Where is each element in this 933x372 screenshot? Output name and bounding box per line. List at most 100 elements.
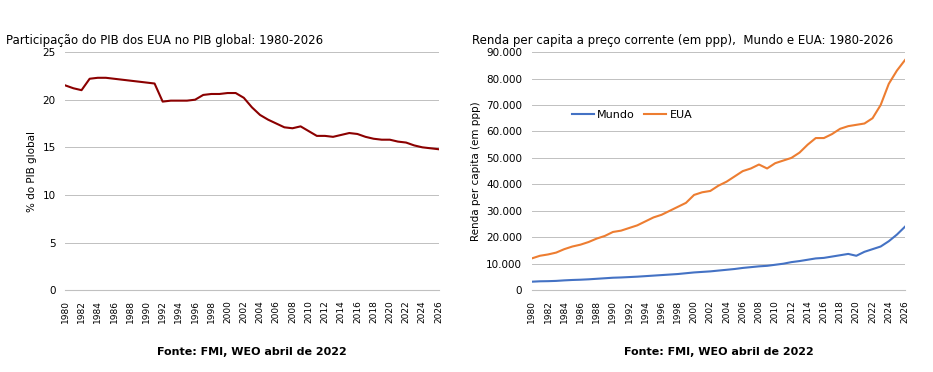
Mundo [680,271,691,275]
Mundo [607,276,619,280]
Mundo [827,254,838,259]
Mundo [623,275,634,279]
EUA [599,234,610,238]
EUA [616,228,627,233]
Mundo [648,273,659,278]
Mundo [729,267,740,271]
Mundo [575,278,586,282]
EUA [729,174,740,179]
EUA [623,226,634,230]
Line: EUA: EUA [532,60,905,259]
EUA [673,205,684,209]
EUA [737,169,748,173]
Mundo [875,244,886,249]
Mundo [689,270,700,275]
Mundo [761,264,773,268]
Mundo [859,250,870,254]
Y-axis label: Renda per capita (em ppp): Renda per capita (em ppp) [470,101,480,241]
Mundo [664,272,675,277]
EUA [575,243,586,247]
Mundo [704,269,716,274]
Mundo [535,279,546,283]
EUA [689,193,700,197]
Mundo [770,263,781,267]
Mundo [542,279,553,283]
EUA [697,190,708,195]
Text: Fonte: FMI, WEO abril de 2022: Fonte: FMI, WEO abril de 2022 [157,347,347,357]
Mundo [834,253,845,257]
EUA [794,150,805,155]
Mundo [616,275,627,280]
EUA [851,123,862,127]
Mundo [786,260,797,264]
Line: Mundo: Mundo [532,227,905,282]
EUA [753,162,764,167]
Mundo [899,224,911,229]
EUA [810,136,821,140]
EUA [786,155,797,160]
Mundo [583,277,594,282]
Mundo [802,257,814,262]
EUA [713,183,724,188]
Mundo [884,239,895,243]
Mundo [656,273,667,277]
EUA [583,240,594,244]
Mundo [592,276,603,281]
EUA [550,250,562,255]
EUA [778,158,789,163]
Mundo [673,272,684,276]
EUA [770,161,781,166]
EUA [526,256,537,261]
Mundo [599,276,610,280]
EUA [704,189,716,193]
Mundo [851,254,862,258]
Mundo [721,267,732,272]
EUA [842,124,854,128]
EUA [559,247,570,251]
EUA [818,136,829,140]
Mundo [550,279,562,283]
Mundo [794,259,805,263]
Mundo [867,247,878,251]
EUA [859,121,870,126]
EUA [721,179,732,184]
Mundo [737,266,748,270]
Mundo [745,265,757,269]
Mundo [713,268,724,273]
EUA [745,166,757,171]
EUA [891,68,902,73]
Legend: Mundo, EUA: Mundo, EUA [567,105,697,124]
Mundo [526,279,537,284]
Mundo [818,256,829,260]
EUA [827,132,838,136]
Mundo [559,278,570,283]
Mundo [842,252,854,256]
Text: Fonte: FMI, WEO abril de 2022: Fonte: FMI, WEO abril de 2022 [623,347,814,357]
EUA [834,126,845,131]
Mundo [891,232,902,237]
EUA [867,116,878,121]
EUA [592,236,603,241]
Mundo [778,262,789,266]
EUA [884,81,895,86]
EUA [680,201,691,205]
Mundo [810,256,821,261]
Mundo [632,275,643,279]
Y-axis label: % do PIB global: % do PIB global [27,131,36,212]
EUA [761,166,773,171]
EUA [899,58,911,62]
EUA [875,103,886,107]
EUA [632,223,643,228]
Text: Renda per capita a preço corrente (em ppp),  Mundo e EUA: 1980-2026: Renda per capita a preço corrente (em pp… [472,34,894,47]
EUA [656,212,667,217]
EUA [664,209,675,213]
Mundo [566,278,578,282]
Text: Participação do PIB dos EUA no PIB global: 1980-2026: Participação do PIB dos EUA no PIB globa… [6,34,323,47]
EUA [542,252,553,257]
EUA [648,215,659,219]
Mundo [640,274,651,278]
EUA [802,142,814,147]
EUA [640,219,651,224]
Mundo [753,264,764,269]
EUA [566,244,578,249]
